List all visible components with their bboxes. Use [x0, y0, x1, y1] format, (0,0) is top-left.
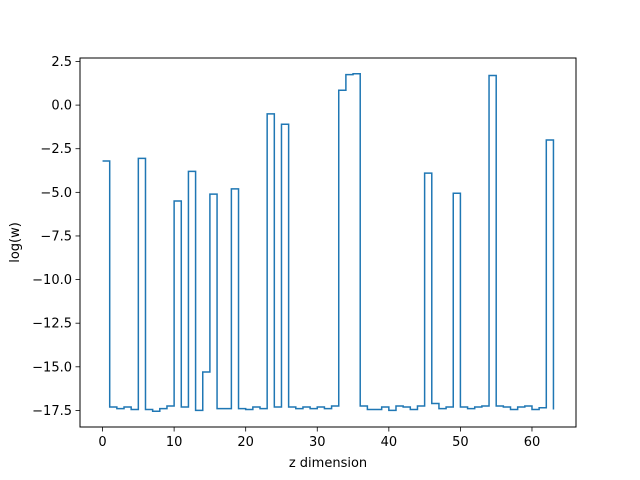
series-line-0: [102, 72, 555, 413]
y-tick-label: 0.0: [51, 99, 72, 114]
plot-background: [80, 58, 576, 427]
x-tick-label: 50: [452, 435, 469, 450]
y-axis-label: log(w): [8, 222, 23, 263]
y-tick-label: 2.5: [51, 55, 72, 70]
x-tick-label: 0: [98, 435, 106, 450]
x-tick-label: 40: [381, 435, 398, 450]
y-tick-label: −10.0: [32, 273, 72, 288]
x-axis-label: z dimension: [289, 456, 367, 471]
plot-frame: [79, 57, 577, 428]
y-tick-label: −5.0: [40, 186, 72, 201]
x-tick-label: 20: [237, 435, 254, 450]
x-tick-label: 30: [309, 435, 326, 450]
y-tick-label: −7.5: [40, 229, 72, 244]
x-tick-label: 60: [524, 435, 541, 450]
x-axis-ticks: 0 10 20 30 40 50 60: [98, 427, 540, 450]
y-tick-label: −17.5: [32, 404, 72, 419]
y-axis-ticks: 2.5 0.0 −2.5 −5.0 −7.5 −10.0 −12.5 −15.0 −17.5: [32, 55, 80, 419]
series-layer: [102, 72, 555, 413]
x-tick-label: 10: [166, 435, 183, 450]
y-tick-label: −2.5: [40, 142, 72, 157]
y-tick-label: −15.0: [32, 360, 72, 375]
y-tick-label: −12.5: [32, 317, 72, 332]
